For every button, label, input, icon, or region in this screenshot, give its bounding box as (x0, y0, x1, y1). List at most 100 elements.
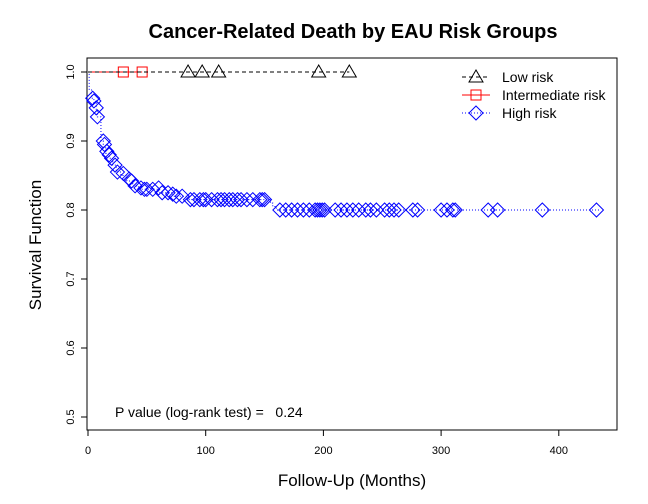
x-tick-label: 200 (314, 445, 332, 457)
censor-mark (233, 191, 249, 208)
censor-mark (345, 202, 361, 218)
censor-mark (86, 93, 102, 109)
censor-mark (88, 100, 104, 116)
censor-mark (221, 191, 237, 208)
censor-mark (272, 202, 288, 218)
censor-mark (327, 202, 343, 218)
legend-label: Intermediate risk (502, 87, 606, 103)
chart-title: Cancer-Related Death by EAU Risk Groups (149, 21, 558, 43)
censor-mark (225, 191, 241, 208)
x-tick-label: 100 (197, 445, 215, 457)
censor-mark (195, 191, 212, 208)
legend-marker (468, 69, 484, 83)
censor-mark (333, 202, 349, 218)
censor-mark (405, 202, 421, 218)
series-layer (85, 64, 605, 218)
censor-mark (588, 202, 605, 218)
censor-mark (351, 202, 367, 218)
censor-mark (136, 181, 153, 198)
censor-mark (213, 191, 229, 208)
censor-mark (89, 109, 106, 125)
y-axis-label: Survival Function (26, 180, 45, 310)
censor-mark (133, 180, 149, 196)
x-tick-label: 0 (85, 445, 91, 457)
y-tick-label: 0.8 (65, 202, 77, 217)
censor-mark (123, 173, 140, 189)
censor-mark (109, 164, 126, 180)
p-value-annotation: P value (log-rank test) = 0.24 (115, 404, 303, 420)
y-tick-label: 0.5 (65, 409, 77, 424)
series-high-risk (85, 71, 605, 218)
survival-curve (88, 71, 600, 211)
legend-label: High risk (502, 105, 557, 121)
censor-mark (96, 136, 113, 153)
censor-mark (289, 202, 306, 218)
legend-item: Intermediate risk (462, 87, 606, 103)
censor-mark (309, 202, 326, 218)
censor-mark (312, 202, 328, 218)
censor-mark (358, 202, 374, 218)
x-tick-label: 300 (432, 445, 450, 457)
censor-mark (139, 181, 155, 198)
censor-mark (409, 202, 426, 218)
censor-mark (362, 202, 379, 218)
censor-mark (145, 181, 161, 198)
censor-mark (107, 157, 123, 173)
censor-mark (216, 191, 233, 208)
censor-mark (283, 202, 300, 218)
x-tick-label: 400 (550, 445, 568, 457)
censor-mark (433, 202, 449, 218)
y-tick-label: 0.7 (65, 271, 77, 286)
censor-mark (210, 64, 227, 78)
censor-mark (194, 64, 211, 78)
censor-mark (180, 64, 196, 78)
censor-mark (150, 180, 167, 196)
y-axis: 0.5 0.6 0.7 0.8 0.9 1.0 (65, 64, 87, 425)
x-axis: 0 100 200 300 400 (85, 430, 568, 457)
x-axis-label: Follow-Up (Months) (278, 471, 426, 490)
legend-item: High risk (462, 105, 557, 121)
censor-mark (341, 64, 358, 78)
censor-mark (101, 147, 117, 163)
censor-mark (99, 143, 115, 160)
censor-mark (447, 202, 463, 218)
censor-mark (489, 202, 506, 218)
plot-frame (86, 57, 618, 431)
censor-mark (368, 202, 385, 218)
series-low-risk (88, 64, 358, 78)
censor-mark (314, 202, 330, 218)
censor-mark (209, 191, 226, 208)
censor-mark (174, 188, 190, 204)
legend-label: Low risk (502, 69, 554, 85)
y-tick-label: 1.0 (65, 64, 77, 79)
censor-mark (103, 150, 120, 166)
censor-mark (301, 202, 317, 218)
censor-mark (386, 202, 402, 218)
censor-mark (165, 186, 181, 202)
y-tick-label: 0.9 (65, 133, 77, 148)
censor-mark (85, 90, 101, 106)
censor-mark (278, 202, 294, 218)
legend-item: Low risk (462, 69, 554, 85)
censor-mark (256, 191, 273, 208)
censor-mark (239, 191, 255, 208)
legend-marker (470, 89, 482, 101)
censor-mark (391, 202, 407, 218)
censor-mark (127, 178, 143, 194)
censor-mark (339, 202, 355, 218)
censor-mark (254, 191, 270, 208)
censor-mark (192, 191, 208, 208)
legend-marker (468, 105, 484, 121)
legend: Low risk Intermediate risk High risk (462, 69, 606, 121)
censor-mark (160, 185, 176, 201)
censor-mark (295, 202, 312, 218)
censor-mark (252, 191, 268, 208)
censor-mark (316, 202, 333, 218)
y-tick-label: 0.6 (65, 340, 77, 355)
censor-mark (445, 202, 461, 218)
censor-mark (439, 202, 455, 218)
censor-mark (168, 188, 184, 204)
censor-mark (534, 202, 551, 218)
censor-mark (197, 191, 214, 208)
